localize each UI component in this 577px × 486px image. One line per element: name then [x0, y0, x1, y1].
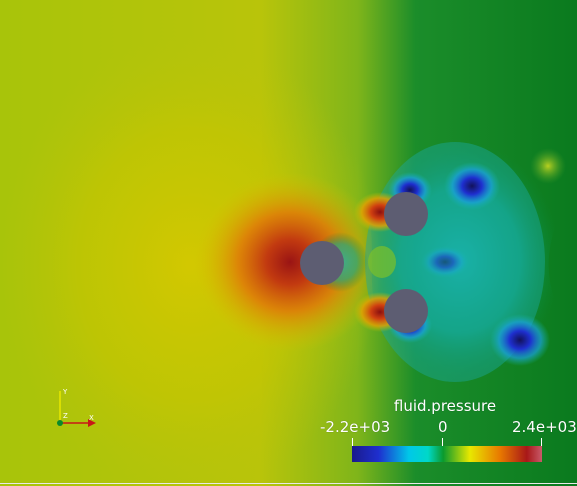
legend-min-label: -2.2e+03 — [320, 418, 391, 436]
legend-min-tick — [352, 438, 353, 446]
legend-colorbar — [352, 446, 542, 462]
axis-x-label: X — [89, 414, 94, 422]
cylinder-obstacle-upstream — [300, 241, 344, 285]
cylinder-obstacle-bottom — [384, 289, 428, 333]
orientation-axes-widget: Y X Z — [48, 384, 108, 434]
axis-y-label: Y — [63, 388, 68, 396]
axis-z-label: Z — [63, 412, 68, 420]
legend-mid-tick — [442, 438, 443, 446]
legend-max-tick — [541, 438, 542, 446]
viewport-bottom-border — [0, 483, 577, 484]
legend-title: fluid.pressure — [393, 397, 497, 415]
cylinder-obstacle-top — [384, 192, 428, 236]
legend-mid-label: 0 — [438, 418, 448, 436]
legend-max-label: 2.4e+03 — [512, 418, 577, 436]
